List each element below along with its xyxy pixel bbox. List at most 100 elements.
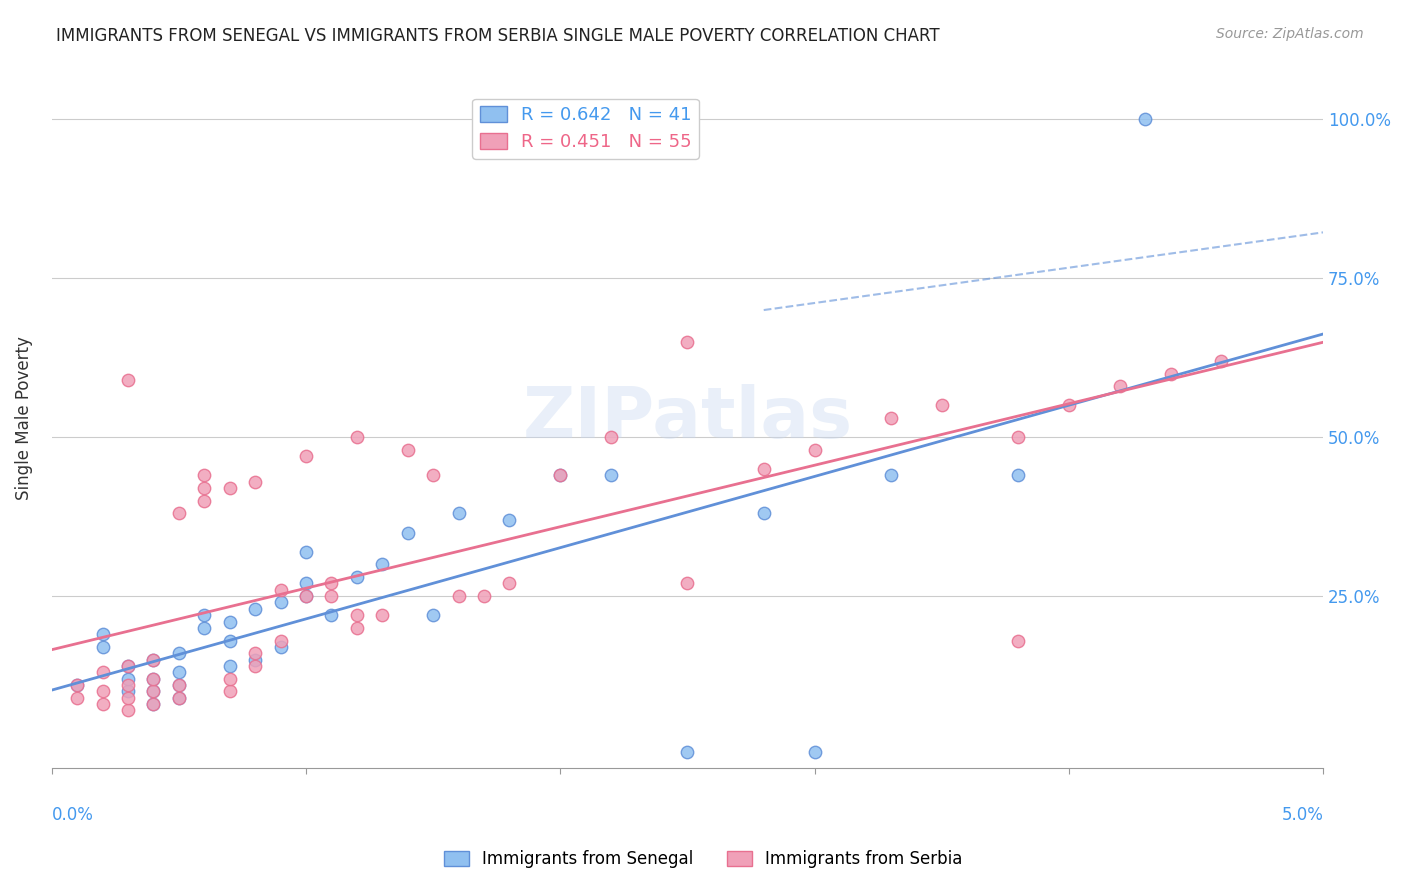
Point	[218, 615, 240, 629]
Point	[91, 665, 114, 680]
Point	[550, 468, 572, 483]
Point	[550, 468, 572, 483]
Point	[91, 697, 114, 711]
Point	[167, 690, 190, 705]
Point	[396, 525, 419, 540]
Point	[167, 678, 190, 692]
Point	[142, 684, 165, 698]
Point	[1160, 367, 1182, 381]
Point	[91, 627, 114, 641]
Point	[600, 430, 623, 444]
Point	[117, 678, 139, 692]
Point	[295, 589, 318, 603]
Point	[142, 653, 165, 667]
Point	[193, 608, 215, 623]
Point	[346, 570, 368, 584]
Point	[1211, 354, 1233, 368]
Point	[295, 544, 318, 558]
Point	[117, 659, 139, 673]
Point	[498, 513, 520, 527]
Point	[321, 589, 343, 603]
Point	[676, 334, 699, 349]
Point	[117, 684, 139, 698]
Point	[803, 745, 825, 759]
Point	[371, 558, 394, 572]
Point	[676, 576, 699, 591]
Point	[880, 468, 903, 483]
Text: 0.0%: 0.0%	[52, 806, 94, 824]
Point	[167, 690, 190, 705]
Point	[803, 442, 825, 457]
Point	[346, 430, 368, 444]
Point	[752, 462, 775, 476]
Point	[1007, 430, 1029, 444]
Point	[167, 665, 190, 680]
Text: IMMIGRANTS FROM SENEGAL VS IMMIGRANTS FROM SERBIA SINGLE MALE POVERTY CORRELATIO: IMMIGRANTS FROM SENEGAL VS IMMIGRANTS FR…	[56, 27, 939, 45]
Point	[1108, 379, 1130, 393]
Point	[371, 608, 394, 623]
Point	[752, 507, 775, 521]
Point	[270, 595, 292, 609]
Point	[472, 589, 495, 603]
Point	[218, 481, 240, 495]
Point	[295, 589, 318, 603]
Point	[676, 745, 699, 759]
Point	[167, 646, 190, 660]
Point	[931, 398, 953, 412]
Point	[422, 468, 444, 483]
Point	[1057, 398, 1080, 412]
Point	[117, 373, 139, 387]
Text: Source: ZipAtlas.com: Source: ZipAtlas.com	[1216, 27, 1364, 41]
Point	[142, 672, 165, 686]
Point	[117, 704, 139, 718]
Point	[193, 481, 215, 495]
Point	[321, 608, 343, 623]
Point	[142, 697, 165, 711]
Point	[1133, 112, 1156, 127]
Point	[193, 621, 215, 635]
Point	[1007, 468, 1029, 483]
Point	[447, 507, 470, 521]
Point	[243, 475, 266, 489]
Point	[243, 646, 266, 660]
Point	[66, 678, 89, 692]
Point	[142, 697, 165, 711]
Point	[193, 468, 215, 483]
Point	[243, 659, 266, 673]
Point	[295, 449, 318, 463]
Point	[346, 608, 368, 623]
Point	[600, 468, 623, 483]
Point	[193, 493, 215, 508]
Point	[1007, 633, 1029, 648]
Point	[218, 633, 240, 648]
Point	[218, 684, 240, 698]
Point	[295, 576, 318, 591]
Point	[66, 690, 89, 705]
Point	[498, 576, 520, 591]
Point	[117, 659, 139, 673]
Point	[142, 653, 165, 667]
Legend: R = 0.642   N = 41, R = 0.451   N = 55: R = 0.642 N = 41, R = 0.451 N = 55	[472, 98, 699, 159]
Point	[167, 678, 190, 692]
Point	[117, 672, 139, 686]
Point	[218, 659, 240, 673]
Point	[142, 672, 165, 686]
Point	[270, 633, 292, 648]
Y-axis label: Single Male Poverty: Single Male Poverty	[15, 336, 32, 500]
Text: ZIPatlas: ZIPatlas	[523, 384, 852, 452]
Point	[117, 690, 139, 705]
Point	[447, 589, 470, 603]
Point	[270, 582, 292, 597]
Point	[396, 442, 419, 457]
Legend: Immigrants from Senegal, Immigrants from Serbia: Immigrants from Senegal, Immigrants from…	[437, 844, 969, 875]
Point	[321, 576, 343, 591]
Point	[270, 640, 292, 654]
Point	[91, 640, 114, 654]
Text: 5.0%: 5.0%	[1281, 806, 1323, 824]
Point	[243, 653, 266, 667]
Point	[218, 672, 240, 686]
Point	[142, 684, 165, 698]
Point	[346, 621, 368, 635]
Point	[880, 411, 903, 425]
Point	[243, 602, 266, 616]
